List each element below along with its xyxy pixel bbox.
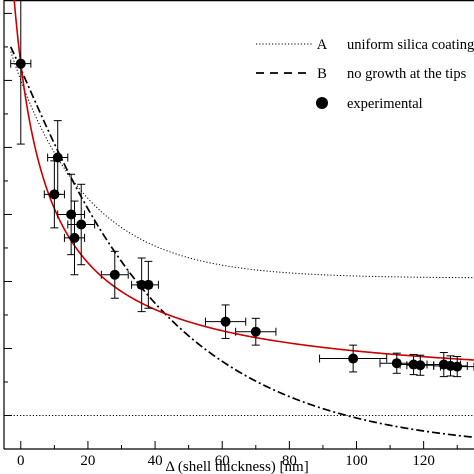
data-point [67, 183, 96, 266]
plot-frame [3, 0, 474, 450]
curve-a-uniform-silica-coating [10, 51, 474, 279]
x-tick-label: 80 [282, 453, 297, 469]
legend-label: no growth at the tips [347, 66, 467, 82]
curve-b-no-growth-at-tips [9, 46, 474, 439]
data-marker [143, 279, 154, 290]
legend-key: B [317, 66, 327, 82]
axis-ticks: 0 20 40 60 80 100 120 [4, 12, 458, 469]
data-point [379, 352, 415, 374]
data-point [439, 356, 474, 378]
data-point [47, 120, 69, 195]
data-marker [52, 152, 63, 163]
data-point [137, 260, 159, 309]
data-point [57, 173, 86, 256]
data-marker [15, 58, 26, 69]
data-point [319, 344, 388, 373]
fit-curve [13, 0, 474, 361]
legend-item: experimental [316, 96, 423, 112]
data-marker [220, 316, 231, 327]
data-marker [250, 326, 261, 337]
data-marker [452, 361, 463, 372]
data-point [100, 250, 129, 299]
data-point [10, 0, 32, 145]
legend-marker [316, 97, 328, 109]
data-marker [415, 360, 426, 371]
x-tick-label: 20 [80, 453, 95, 469]
x-tick-label: 60 [215, 453, 230, 469]
legend-label: uniform silica coating [347, 37, 474, 53]
data-point [235, 317, 277, 346]
data-point [204, 304, 247, 339]
data-marker [109, 269, 120, 280]
data-point [406, 354, 435, 376]
data-point [433, 355, 468, 377]
data-marker [66, 209, 77, 220]
data-points [10, 0, 474, 378]
data-marker [76, 219, 87, 230]
x-axis-label: Δ (shell thickness) [nm] [165, 459, 308, 474]
legend-key: A [317, 37, 328, 53]
x-tick-label: 0 [17, 453, 25, 469]
data-marker [348, 353, 359, 364]
x-tick-label: 40 [148, 453, 163, 469]
data-marker [391, 358, 402, 369]
data-marker [69, 232, 80, 243]
x-tick-label: 100 [345, 453, 368, 469]
x-tick-label: 120 [412, 453, 435, 469]
legend-label: experimental [347, 96, 423, 112]
